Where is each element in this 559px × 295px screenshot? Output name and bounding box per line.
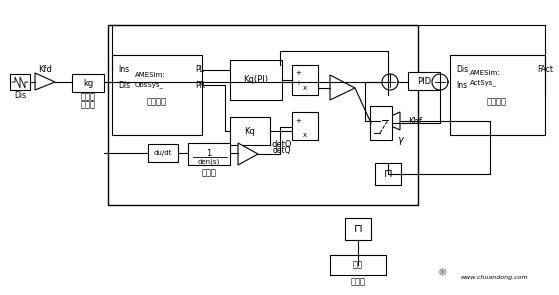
FancyBboxPatch shape — [230, 60, 282, 100]
FancyBboxPatch shape — [188, 143, 230, 165]
Text: x: x — [303, 132, 307, 138]
Polygon shape — [380, 112, 400, 130]
Polygon shape — [238, 143, 258, 165]
FancyBboxPatch shape — [408, 72, 440, 90]
FancyBboxPatch shape — [450, 55, 545, 135]
Text: den(s): den(s) — [198, 159, 220, 165]
Text: Dis: Dis — [456, 65, 468, 75]
Text: 工作区: 工作区 — [350, 278, 366, 286]
FancyBboxPatch shape — [375, 163, 401, 185]
Text: 力函数: 力函数 — [80, 93, 96, 101]
Text: Dis: Dis — [14, 91, 26, 99]
Text: ❋: ❋ — [437, 268, 447, 278]
Text: ObsSys_: ObsSys_ — [135, 82, 164, 88]
Text: PR: PR — [195, 81, 205, 89]
Text: +: + — [295, 118, 301, 124]
FancyBboxPatch shape — [330, 255, 386, 275]
FancyBboxPatch shape — [292, 65, 318, 95]
Text: PL: PL — [195, 65, 204, 75]
FancyBboxPatch shape — [230, 117, 270, 145]
Text: du/dt: du/dt — [154, 150, 172, 156]
Text: PID: PID — [417, 76, 431, 86]
Text: Kfd: Kfd — [38, 65, 52, 73]
Text: FAct: FAct — [537, 65, 553, 75]
FancyBboxPatch shape — [108, 25, 418, 205]
Text: Dis: Dis — [118, 81, 130, 89]
FancyBboxPatch shape — [112, 55, 202, 135]
Text: Kq: Kq — [245, 127, 255, 135]
FancyBboxPatch shape — [345, 218, 371, 240]
Text: ⊓: ⊓ — [354, 224, 362, 234]
FancyBboxPatch shape — [292, 112, 318, 140]
Text: detQ: detQ — [272, 140, 292, 150]
Polygon shape — [35, 73, 55, 90]
Text: Ins: Ins — [456, 81, 467, 89]
Text: ActSys_: ActSys_ — [470, 80, 497, 86]
Text: ⊓: ⊓ — [383, 169, 392, 179]
Text: 观测系统: 观测系统 — [147, 98, 167, 106]
Text: Khf: Khf — [408, 117, 422, 125]
Text: AMESim:: AMESim: — [470, 70, 501, 76]
Text: γ: γ — [397, 135, 403, 145]
FancyBboxPatch shape — [148, 144, 178, 162]
Text: AMESim:: AMESim: — [135, 72, 165, 78]
Text: +: + — [295, 70, 301, 76]
Text: Kq(PI): Kq(PI) — [244, 76, 268, 84]
Text: 发生器: 发生器 — [80, 101, 96, 109]
Text: kg: kg — [83, 78, 93, 88]
Text: +: + — [295, 80, 301, 86]
Text: www.chuandong.com: www.chuandong.com — [460, 275, 528, 279]
Text: 滤波器: 滤波器 — [201, 168, 216, 178]
Text: 1: 1 — [206, 148, 212, 158]
Text: 实际系统: 实际系统 — [487, 98, 507, 106]
Polygon shape — [330, 75, 355, 100]
Text: detQ: detQ — [273, 145, 291, 155]
FancyBboxPatch shape — [370, 106, 392, 140]
FancyBboxPatch shape — [10, 74, 30, 90]
FancyBboxPatch shape — [72, 74, 104, 92]
Text: 结果: 结果 — [353, 260, 363, 270]
Text: Ins: Ins — [118, 65, 129, 75]
Text: x: x — [303, 85, 307, 91]
